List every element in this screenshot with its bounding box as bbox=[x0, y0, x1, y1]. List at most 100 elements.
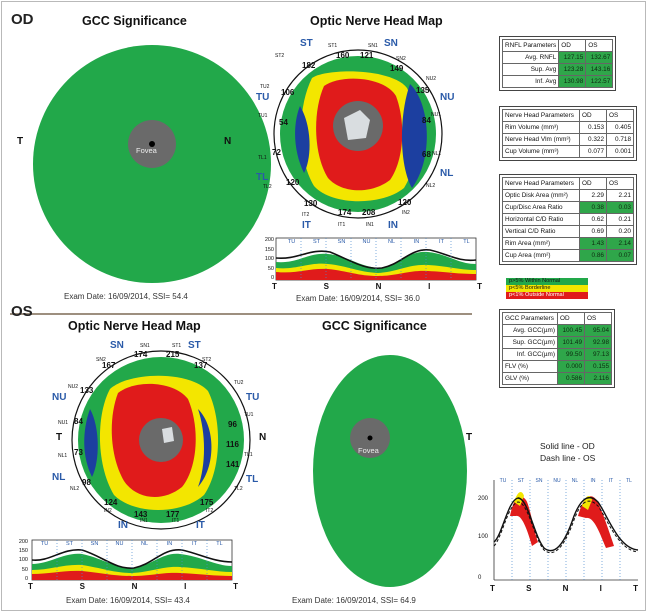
table-cell: Sup. GCC(µm) bbox=[502, 336, 558, 349]
significance-legend: p>5% Within Normal p<5% Borderline p<1% … bbox=[506, 278, 588, 299]
os-axis-label: N bbox=[131, 582, 138, 591]
table-cell: Vertical C/D Ratio bbox=[502, 225, 580, 238]
od-ring-it2: IT2 bbox=[302, 212, 310, 218]
od-val-121: 121 bbox=[360, 51, 374, 60]
os-sector-tl: TL bbox=[246, 474, 259, 485]
table-header: OS bbox=[606, 177, 634, 190]
table-header: RNFL Parameters bbox=[501, 39, 560, 52]
od-sector-sn: SN bbox=[384, 38, 398, 49]
os-onh-side-n: N bbox=[259, 432, 267, 443]
comparison-sector: SN bbox=[535, 478, 543, 484]
od-val-72: 72 bbox=[272, 148, 281, 157]
od-profile-yticks: 200 150 100 50 0 bbox=[262, 236, 274, 284]
table-cell: Avg. RNFL bbox=[501, 51, 560, 64]
os-ring-sn1: SN1 bbox=[140, 343, 150, 349]
os-gcc-exam-date: Exam Date: 16/09/2014, SSI= 64.9 bbox=[292, 596, 416, 605]
comparison-sector: IT bbox=[608, 478, 614, 484]
od-gcc-side-t: T bbox=[17, 136, 24, 147]
os-val-215: 215 bbox=[166, 350, 180, 359]
os-profile-axis: T S N I T bbox=[28, 582, 238, 591]
comparison-sector: NL bbox=[571, 478, 579, 484]
os-ring-nl1: NL1 bbox=[58, 453, 68, 459]
table-cell: FLV (%) bbox=[502, 360, 558, 373]
os-ring-in1: IN1 bbox=[140, 518, 148, 524]
os-sector-it: IT bbox=[196, 520, 205, 531]
od-onh-title: Optic Nerve Head Map bbox=[310, 14, 443, 28]
od-ytick: 0 bbox=[270, 275, 274, 282]
table-header: OS bbox=[584, 312, 612, 325]
os-profile-yticks: 200 150 100 50 0 bbox=[14, 538, 28, 584]
table-cell: Cup/Disc Area Ratio bbox=[502, 201, 580, 214]
od-ring-in2: IN2 bbox=[402, 210, 410, 216]
od-ring-tu2: TU2 bbox=[260, 84, 270, 90]
od-val-54: 54 bbox=[279, 118, 288, 127]
os-val-167: 167 bbox=[102, 361, 116, 370]
os-tsnit-profile bbox=[10, 538, 240, 598]
od-val-135: 135 bbox=[416, 86, 430, 95]
od-sector-st: ST bbox=[300, 38, 313, 49]
od-ring-st1: ST1 bbox=[328, 43, 338, 49]
od-ytick: 100 bbox=[264, 256, 274, 263]
os-profile-sector: NU bbox=[115, 541, 124, 547]
table-cell: Sup. Avg bbox=[501, 63, 560, 76]
od-sector-nl: NL bbox=[440, 168, 454, 179]
os-val-175: 175 bbox=[200, 498, 214, 507]
od-val-149: 149 bbox=[390, 64, 404, 73]
comparison-axis-label: N bbox=[562, 584, 569, 593]
os-onh-side-t: T bbox=[56, 432, 63, 443]
os-axis-label: S bbox=[79, 582, 85, 591]
os-ytick: 0 bbox=[24, 575, 28, 582]
os-val-177: 177 bbox=[166, 510, 180, 519]
table-cell: 0.155 bbox=[584, 360, 612, 373]
os-ytick: 150 bbox=[18, 548, 28, 555]
table-cell: GLV (%) bbox=[502, 372, 558, 385]
os-ring-it2: IT2 bbox=[206, 508, 214, 514]
table-cell: 0.000 bbox=[557, 360, 585, 373]
od-gcc-side-n: N bbox=[224, 136, 232, 147]
table-cell: Rim Volume (mm³) bbox=[502, 121, 580, 134]
od-val-208: 208 bbox=[362, 208, 376, 217]
table-header: OD bbox=[558, 39, 587, 52]
table-cell: 97.13 bbox=[584, 348, 612, 361]
od-sector-tl: TL bbox=[256, 172, 269, 183]
os-val-116: 116 bbox=[226, 440, 239, 449]
comparison-yticks: 200 100 bbox=[478, 480, 488, 556]
od-ring-nu1: NU1 bbox=[431, 112, 442, 118]
table-cell: 0.38 bbox=[579, 201, 607, 214]
os-ring-it1: IT1 bbox=[172, 518, 180, 524]
os-val-137: 137 bbox=[194, 361, 208, 370]
os-gcc-map bbox=[312, 354, 468, 588]
os-gcc-title: GCC Significance bbox=[322, 319, 427, 333]
os-fovea-label: Fovea bbox=[358, 446, 379, 455]
os-ring-tu2: TU2 bbox=[234, 380, 244, 386]
od-axis-label: T bbox=[477, 282, 482, 291]
os-val-124: 124 bbox=[104, 498, 118, 507]
table-cell: 101.49 bbox=[557, 336, 585, 349]
od-ring-nl1: NL1 bbox=[432, 151, 442, 157]
comparison-axis-label: T bbox=[633, 584, 638, 593]
od-val-68: 68 bbox=[422, 150, 431, 159]
os-ring-st2: ST2 bbox=[202, 357, 212, 363]
od-val-120b: 120 bbox=[398, 198, 412, 207]
os-val-84: 84 bbox=[74, 417, 83, 426]
comparison-sector: IN bbox=[590, 478, 596, 484]
table-cell: 123.28 bbox=[558, 63, 587, 76]
table-cell: 2.21 bbox=[606, 189, 634, 202]
od-profile-sector: ST bbox=[312, 239, 321, 245]
os-val-73: 73 bbox=[74, 448, 83, 457]
table-cell: 130.98 bbox=[558, 75, 587, 88]
table-header: GCC Parameters bbox=[502, 312, 558, 325]
section-divider bbox=[10, 313, 472, 315]
os-gcc-side-t: T bbox=[466, 432, 473, 443]
od-gcc-title: GCC Significance bbox=[82, 14, 187, 28]
os-ring-tu1: TU1 bbox=[244, 412, 254, 418]
od-ring-sn1: SN1 bbox=[368, 43, 378, 49]
od-axis-label: S bbox=[323, 282, 329, 291]
comparison-ytick-zero: 0 bbox=[478, 575, 482, 581]
comparison-sector: NU bbox=[553, 478, 561, 484]
comparison-sector: ST bbox=[517, 478, 525, 484]
os-val-96: 96 bbox=[228, 420, 237, 429]
table-header: OS bbox=[585, 39, 614, 52]
dash-line-os-label: Dash line - OS bbox=[540, 453, 596, 463]
table-header: OS bbox=[606, 109, 634, 122]
